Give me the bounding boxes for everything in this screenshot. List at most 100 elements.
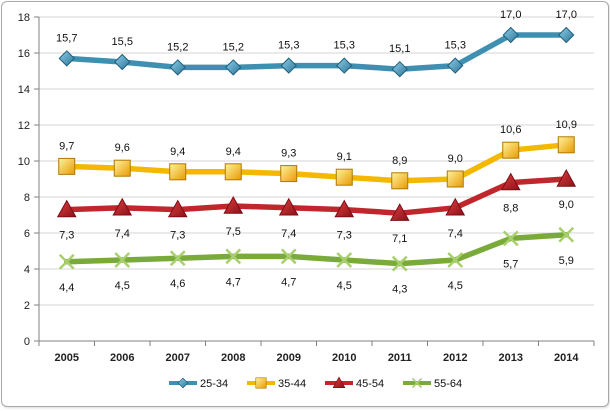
marker-stroke (391, 255, 408, 272)
data-label: 15,2 (223, 41, 244, 53)
axes: 0 2 4 6 8 10 12 14 16 18 2005 2006 2007 2008 2009 2010 2… (18, 12, 595, 364)
legend-marker (411, 377, 423, 389)
series-55-64 (58, 226, 575, 272)
legend-label: 35-44 (278, 378, 306, 390)
data-label: 4,7 (226, 276, 241, 288)
data-point (169, 59, 186, 76)
marker-stroke (447, 252, 464, 268)
legend-label: 45-54 (356, 378, 384, 390)
data-label: 5,7 (503, 258, 518, 270)
marker-stroke (58, 253, 75, 270)
data-point (502, 141, 520, 159)
data-point (389, 203, 410, 221)
data-point (280, 57, 297, 74)
x-tick-label: 2011 (388, 352, 412, 364)
data-point (334, 199, 355, 218)
data-label: 7,1 (392, 233, 407, 245)
data-point (447, 252, 464, 268)
data-label: 8,9 (392, 155, 407, 167)
y-tick-label: 12 (18, 120, 30, 132)
data-point (225, 59, 242, 76)
gridlines (39, 16, 594, 306)
legend-item-55-64: 55-64 (403, 377, 462, 390)
y-tick-label: 14 (18, 84, 30, 96)
data-point (58, 50, 75, 67)
data-label: 9,4 (170, 146, 185, 158)
data-label: 15,5 (112, 36, 133, 48)
marker-stroke (225, 248, 242, 265)
x-tick-label: 2009 (277, 352, 301, 364)
data-point (335, 168, 353, 186)
data-point (502, 230, 519, 247)
data-label: 15,1 (389, 43, 410, 55)
data-point (112, 197, 133, 216)
data-label: 17,0 (500, 9, 521, 21)
data-point (500, 172, 521, 191)
marker-stroke (336, 252, 353, 268)
marker-stroke (114, 252, 131, 268)
data-point (113, 159, 131, 177)
data-label: 15,3 (334, 40, 355, 52)
y-tick-label: 0 (24, 336, 30, 348)
data-point (391, 60, 408, 78)
x-tick-label: 2007 (166, 352, 190, 364)
data-label: 9,0 (448, 153, 463, 165)
data-point (280, 248, 297, 265)
data-point (446, 170, 464, 188)
marker-stroke (411, 377, 423, 389)
data-label: 9,4 (226, 146, 241, 158)
data-label: 4,5 (448, 280, 463, 292)
data-label: 5,9 (559, 255, 574, 267)
series-line (64, 232, 569, 267)
data-label: 4,7 (281, 276, 296, 288)
data-label: 15,3 (445, 40, 466, 52)
data-label: 9,7 (59, 140, 74, 152)
marker-stroke (502, 230, 519, 247)
data-point (167, 199, 188, 218)
data-label: 7,4 (448, 228, 463, 240)
x-tick-label: 2014 (554, 352, 579, 364)
y-tick-label: 16 (18, 48, 30, 60)
y-tick-label: 8 (24, 192, 30, 204)
legend-marker (177, 377, 189, 389)
data-label: 7,3 (59, 230, 74, 242)
data-point (336, 252, 353, 268)
legend-item-25-34: 25-34 (169, 377, 228, 390)
x-tick-label: 2013 (499, 352, 523, 364)
data-label: 7,5 (226, 226, 241, 238)
data-label: 4,6 (170, 278, 185, 290)
series-line (64, 32, 569, 72)
data-point (447, 57, 464, 74)
series-35-44 (58, 136, 575, 190)
x-tick-label: 2005 (55, 352, 79, 364)
y-tick-label: 4 (24, 264, 30, 276)
line-chart: 0 2 4 6 8 10 12 14 16 18 2005 2006 2007 2008 2009 2010 2… (18, 9, 595, 390)
x-tick-label: 2008 (221, 352, 245, 364)
data-label: 15,3 (278, 40, 299, 52)
data-label: 15,7 (56, 32, 77, 44)
y-tick-label: 6 (24, 228, 30, 240)
series-line (64, 142, 569, 184)
data-label: 7,3 (170, 230, 185, 242)
data-label: 9,0 (559, 199, 574, 211)
series-line (64, 176, 569, 216)
marker-stroke (558, 226, 575, 243)
series-45-54 (56, 168, 577, 221)
data-point (391, 172, 409, 190)
legend: 25-34 35-44 45-54 55-64 (169, 376, 462, 390)
legend-label: 25-34 (200, 378, 228, 390)
data-labels: 15,7 15,5 15,2 15,2 15,3 15,3 15,1 15,3 17,0 17,0… (56, 9, 577, 296)
x-tick-label: 2010 (332, 352, 356, 364)
data-label: 9,6 (115, 142, 130, 154)
data-label: 7,4 (281, 228, 296, 240)
series-group (56, 26, 577, 272)
data-point (169, 163, 187, 181)
data-label: 10,6 (500, 124, 521, 136)
data-label: 4,3 (392, 284, 407, 296)
data-label: 4,4 (59, 282, 74, 294)
x-tick-label: 2012 (443, 352, 467, 364)
y-tick-label: 2 (24, 300, 30, 312)
data-point (169, 250, 186, 267)
data-label: 9,3 (281, 148, 296, 160)
